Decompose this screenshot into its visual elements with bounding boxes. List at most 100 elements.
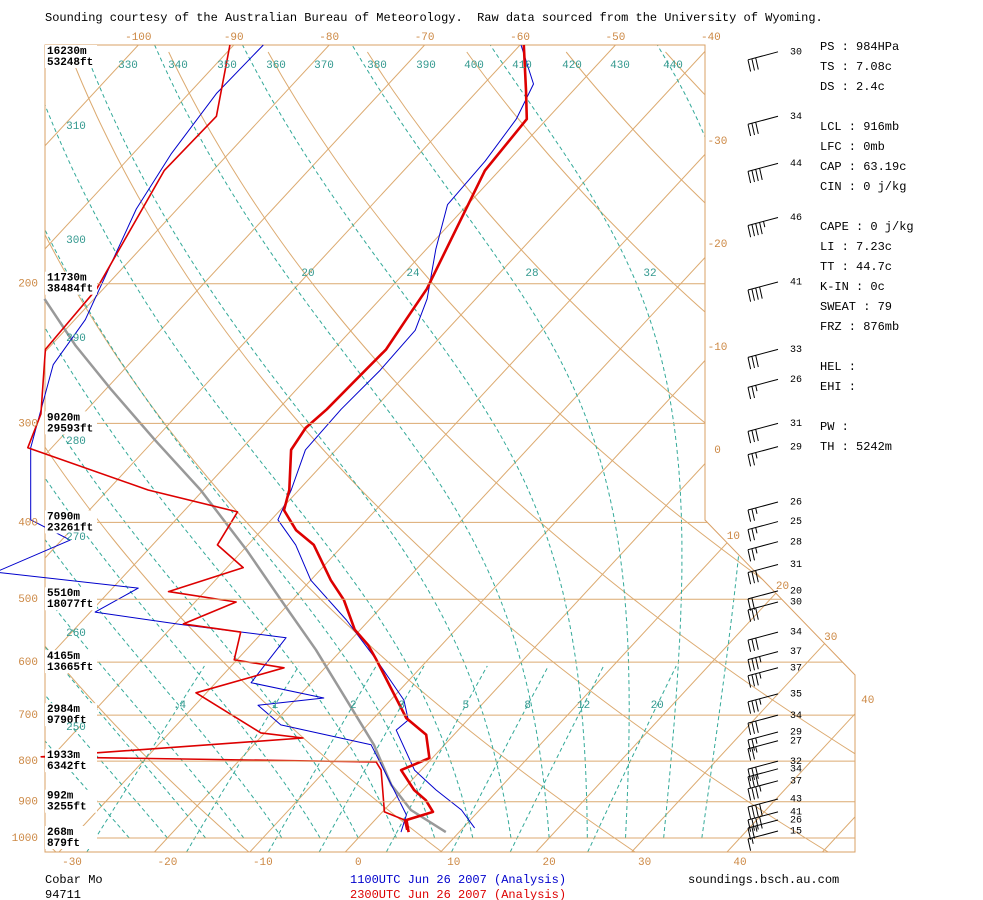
moist-label: 28 — [525, 268, 538, 280]
height-m: 11730m — [47, 273, 87, 285]
wind-speed-label: 33 — [790, 345, 802, 356]
theta-label-left: 270 — [66, 532, 86, 544]
wind-speed-label: 37 — [790, 647, 802, 658]
moist-adiabat — [154, 45, 550, 839]
isotherm — [45, 45, 712, 852]
y-tick-label: 700 — [18, 710, 38, 722]
x-tick-label: 20 — [543, 857, 556, 869]
wind-speed-label: 34 — [790, 764, 802, 775]
wind-barb — [747, 798, 779, 819]
top-tick-label: -90 — [224, 32, 244, 44]
height-ft: 53248ft — [47, 57, 93, 69]
x-tick-label: 0 — [355, 857, 362, 869]
isotherm — [45, 45, 521, 852]
stat: LI : 7.23c — [820, 240, 892, 254]
wind-barb — [747, 51, 779, 72]
y-tick-label: 400 — [18, 517, 38, 529]
mixing-ratio-label: 5 — [462, 700, 469, 712]
wind-speed-label: 32 — [790, 757, 802, 768]
wind-speed-label: 27 — [790, 736, 802, 747]
y-tick-label: 900 — [18, 797, 38, 809]
grid — [0, 45, 855, 852]
moist-label: 24 — [406, 268, 420, 280]
height-m: 268m — [47, 827, 74, 839]
stat: SWEAT : 79 — [820, 300, 892, 314]
wind-speed-label: 34 — [790, 711, 802, 722]
wind-barb — [747, 768, 779, 789]
theta-label: 360 — [266, 60, 286, 72]
mixing-ratio-line — [385, 665, 488, 852]
top-tick-label: -60 — [510, 32, 530, 44]
height-m: 7090m — [47, 511, 80, 523]
theta-label: 430 — [610, 60, 630, 72]
wind-speed-label: 35 — [790, 689, 802, 700]
stat: PW : — [820, 420, 849, 434]
x-tick-label: -20 — [158, 857, 178, 869]
mixing-ratio-line — [587, 665, 677, 852]
wind-speed-label: 44 — [790, 159, 802, 170]
wind-barb — [747, 541, 779, 562]
wind-barb — [747, 830, 779, 851]
wind-speed-label: 41 — [790, 808, 802, 819]
moist-adiabat — [45, 45, 436, 839]
isotherm — [249, 45, 855, 852]
mixing-ratio-line — [509, 665, 605, 852]
wind-speed-label: 34 — [790, 112, 802, 123]
moist-adiabat — [45, 45, 474, 839]
theta-label: 380 — [367, 60, 387, 72]
height-ft: 23261ft — [47, 522, 93, 534]
right-tick-label: 40 — [861, 695, 874, 707]
theta-label: 390 — [416, 60, 436, 72]
right-tick-label: -20 — [708, 239, 728, 251]
isotherm — [45, 45, 330, 852]
wind-barb — [747, 115, 779, 137]
top-tick-label: -40 — [701, 32, 721, 44]
height-label-bg — [45, 587, 97, 611]
height-label-bg — [45, 411, 97, 435]
theta-label-left: 260 — [66, 628, 86, 640]
wind-speed-label: 29 — [790, 442, 802, 453]
mixing-ratio-label: 20 — [651, 700, 664, 712]
height-m: 5510m — [47, 588, 80, 600]
isotherm — [45, 45, 235, 852]
y-tick-label: 600 — [18, 657, 38, 669]
height-label-bg — [45, 650, 97, 674]
wind-barb — [747, 631, 779, 652]
isotherm — [0, 45, 43, 852]
mixing-ratio-label: 3 — [398, 700, 405, 712]
moist-adiabat — [45, 45, 397, 839]
wind-speed-label: 15 — [790, 827, 802, 838]
moist-label: 20 — [301, 268, 314, 280]
top-tick-label: -100 — [125, 32, 151, 44]
theta-label-left: 310 — [66, 121, 86, 133]
height-label-bg — [45, 789, 97, 813]
height-m: 16230m — [47, 46, 87, 58]
wind-speed-label: 34 — [790, 628, 802, 639]
moist-adiabat — [656, 45, 750, 839]
height-ft: 29593ft — [47, 423, 93, 435]
moist-adiabat — [45, 45, 245, 839]
height-label-bg — [45, 271, 97, 295]
dry-adiabat — [68, 51, 829, 852]
theta-label: 370 — [314, 60, 334, 72]
dry-adiabat — [267, 51, 855, 852]
wind-speed-label: 30 — [790, 47, 802, 58]
wind-barb — [747, 216, 779, 238]
x-tick-label: -10 — [253, 857, 273, 869]
wind-speed-label: 31 — [790, 419, 802, 430]
y-tick-label: 300 — [18, 418, 38, 430]
wind-barb — [747, 651, 779, 672]
right-tick-label: 30 — [824, 632, 837, 644]
moist-adiabat — [45, 45, 321, 839]
stat: K-IN : 0c — [820, 280, 885, 294]
source: soundings.bsch.au.com — [688, 873, 839, 887]
height-label-bg — [45, 703, 97, 727]
height-ft: 13665ft — [47, 662, 93, 674]
stat: TS : 7.08c — [820, 60, 892, 74]
dry-adiabat — [45, 51, 250, 852]
wind-barb — [747, 564, 779, 585]
station-name: Cobar Mo — [45, 873, 103, 887]
mixing-ratio-label: 8 — [524, 700, 531, 712]
moist-adiabat — [82, 45, 512, 839]
moist-adiabat — [45, 45, 359, 839]
